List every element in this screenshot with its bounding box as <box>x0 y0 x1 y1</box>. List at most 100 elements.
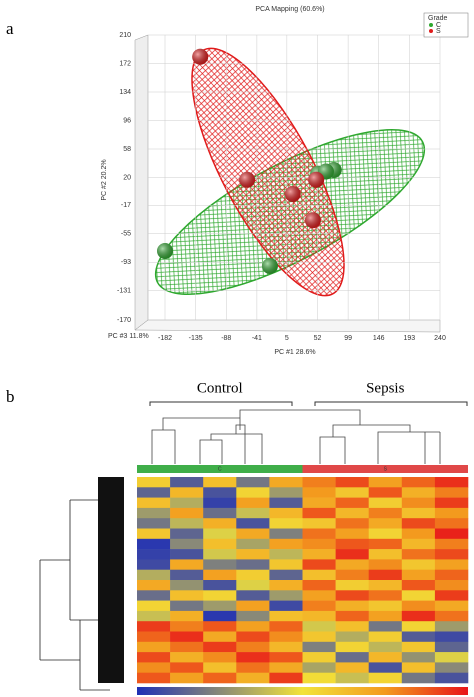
heatmap-cell <box>368 621 403 632</box>
x-tick-label: -135 <box>189 335 203 342</box>
heatmap-cell <box>236 672 270 684</box>
heatmap-cell <box>302 538 336 550</box>
heatmap-cell <box>434 672 469 684</box>
heatmap-cell <box>302 621 336 632</box>
heatmap-cell <box>434 641 469 653</box>
heatmap-cell <box>269 590 303 601</box>
heatmap-cell <box>203 652 237 663</box>
heatmap-cell <box>302 631 336 643</box>
heatmap-cell <box>137 497 171 509</box>
heatmap-cell <box>269 559 303 570</box>
side-wall <box>134 34 149 331</box>
heatmap-cell <box>137 672 171 684</box>
heatmap-cell <box>170 652 204 663</box>
heatmap-cell <box>236 652 270 663</box>
heatmap-cell <box>269 600 303 612</box>
heatmap-cell <box>236 621 270 632</box>
heatmap-cell <box>302 559 336 570</box>
row-dendrogram <box>98 477 124 683</box>
heatmap-cell <box>434 590 469 601</box>
heatmap-cell <box>203 538 237 550</box>
heatmap-cell <box>236 569 270 581</box>
legend-title: Grade <box>428 15 448 22</box>
heatmap-cell <box>170 672 204 684</box>
heatmap-cell <box>269 610 303 622</box>
heatmap-cell <box>137 641 171 653</box>
y-tick-label: 172 <box>119 60 131 67</box>
heatmap-cell <box>170 621 204 632</box>
heatmap-cell <box>269 641 303 653</box>
heatmap-cell <box>137 569 171 581</box>
point-shade <box>304 212 321 229</box>
heatmap-cell <box>368 580 403 591</box>
heatmap-cell <box>368 652 403 663</box>
heatmap-cell <box>368 487 403 498</box>
x-tick-label: 146 <box>373 335 385 342</box>
heatmap-cell <box>203 528 237 540</box>
heatmap-cell <box>401 631 436 643</box>
heatmap-cell <box>203 580 237 591</box>
heatmap-cell <box>401 507 436 519</box>
heatmap-cell <box>203 518 237 529</box>
y-tick-label: -55 <box>121 231 131 238</box>
heatmap-cell <box>401 549 436 560</box>
heatmap-cell <box>335 559 369 570</box>
heatmap-cell <box>401 590 436 601</box>
heatmap-cell <box>269 549 303 560</box>
heatmap-cell <box>203 477 237 488</box>
heatmap-cell <box>269 621 303 632</box>
heatmap-cell <box>137 610 171 622</box>
heatmap-cell <box>269 569 303 581</box>
heatmap-cell <box>368 559 403 570</box>
heatmap-cell <box>236 487 270 498</box>
x-tick-label: -41 <box>252 335 262 342</box>
heatmap-cell <box>335 549 369 560</box>
heatmap-cell <box>203 569 237 581</box>
point-shade <box>308 171 325 188</box>
y-tick-label: 210 <box>119 32 131 39</box>
heatmap-cell <box>335 662 369 673</box>
heatmap-cell <box>335 621 369 632</box>
heatmap-cell <box>170 497 204 509</box>
heatmap-cell <box>170 487 204 498</box>
heatmap-cell <box>236 549 270 560</box>
heatmap-cell <box>302 528 336 540</box>
heatmap-cell <box>236 641 270 653</box>
heatmap-cell <box>269 631 303 643</box>
heatmap-cell <box>203 487 237 498</box>
heatmap-cell <box>137 549 171 560</box>
heatmap-cell <box>236 580 270 591</box>
heatmap-cell <box>401 559 436 570</box>
x-tick-label: 240 <box>434 335 446 342</box>
x-tick-label: -182 <box>158 335 172 342</box>
heatmap-cell <box>203 549 237 560</box>
x-tick-label: -88 <box>221 335 231 342</box>
heatmap-cell <box>236 662 270 673</box>
panel-label: b <box>6 387 15 406</box>
heatmap-cell <box>170 580 204 591</box>
group-bracket <box>149 401 468 406</box>
point-shade <box>157 243 173 259</box>
heatmap-cell <box>236 528 270 540</box>
heatmap-cell <box>434 528 469 540</box>
heatmap-cell <box>137 507 171 519</box>
group-label: Control <box>197 380 243 396</box>
heatmap-cell <box>137 631 171 643</box>
group-strip <box>137 465 303 473</box>
heatmap-cell <box>368 590 403 601</box>
legend-label: C <box>436 22 441 29</box>
heatmap-cell <box>269 652 303 663</box>
heatmap-cell <box>302 652 336 663</box>
heatmap-cell <box>302 549 336 560</box>
heatmap-cell <box>269 497 303 509</box>
heatmap-cell <box>401 652 436 663</box>
heatmap-cell <box>368 549 403 560</box>
heatmap-cell <box>170 528 204 540</box>
heatmap-cell <box>236 610 270 622</box>
heatmap-cell <box>170 610 204 622</box>
heatmap-cell <box>302 507 336 519</box>
heatmap-cell <box>401 610 436 622</box>
heatmap-cell <box>236 477 270 488</box>
heatmap-cell <box>236 631 270 643</box>
heatmap-cell <box>302 590 336 601</box>
